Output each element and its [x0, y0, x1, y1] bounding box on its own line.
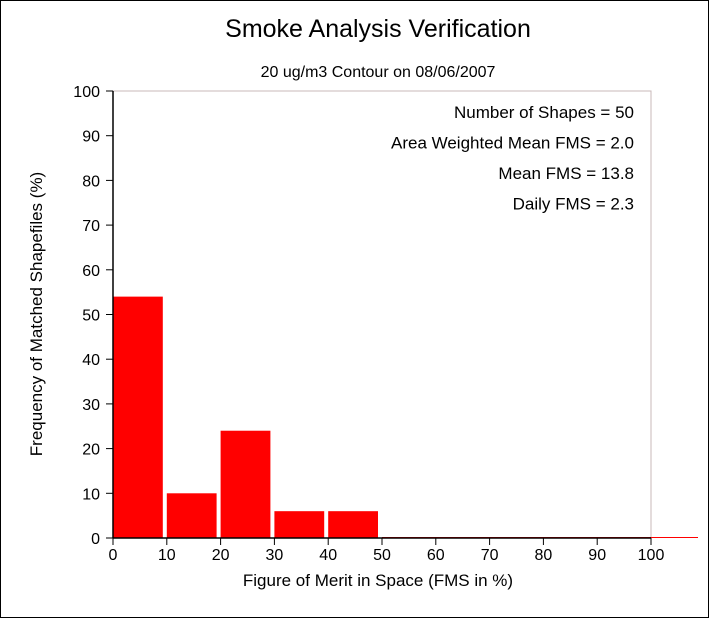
x-tick-label: 40: [319, 547, 337, 564]
chart-subtitle: 20 ug/m3 Contour on 08/06/2007: [261, 64, 496, 81]
y-tick-label: 20: [82, 442, 100, 459]
x-tick-label: 80: [535, 547, 553, 564]
y-tick-label: 10: [82, 486, 100, 503]
histogram-bar: [220, 430, 271, 538]
histogram-bar: [274, 511, 325, 538]
y-tick-label: 90: [82, 129, 100, 146]
annotations-layer: Number of Shapes = 50 Area Weighted Mean …: [391, 103, 634, 214]
x-tick-label: 20: [212, 547, 230, 564]
y-tick-label: 100: [73, 84, 100, 101]
x-tick-label: 10: [158, 547, 176, 564]
axes-layer: 0 10 20 30 40 50 60 70 80 90 100 0 10 20 30 40 50 60 70 80 9…: [73, 84, 664, 564]
y-tick-label: 30: [82, 397, 100, 414]
y-axis-label: Frequency of Matched Shapefiles (%): [27, 172, 46, 456]
stat-annotation: Area Weighted Mean FMS = 2.0: [391, 134, 634, 153]
x-tick-label: 50: [373, 547, 391, 564]
y-tick-label: 40: [82, 352, 100, 369]
x-tick-label: 70: [481, 547, 499, 564]
histogram-bar: [166, 493, 217, 538]
y-tick-label: 0: [91, 531, 100, 548]
x-tick-label: 100: [638, 547, 665, 564]
stat-annotation: Number of Shapes = 50: [454, 103, 634, 122]
x-tick-label: 0: [109, 547, 118, 564]
y-tick-label: 70: [82, 218, 100, 235]
x-axis-label: Figure of Merit in Space (FMS in %): [243, 571, 513, 590]
x-tick-label: 60: [427, 547, 445, 564]
y-tick-label: 60: [82, 263, 100, 280]
chart-title: Smoke Analysis Verification: [225, 15, 531, 43]
stat-annotation: Daily FMS = 2.3: [513, 195, 634, 214]
stat-annotation: Mean FMS = 13.8: [498, 164, 634, 183]
histogram-bar: [328, 511, 378, 538]
histogram-bar: [113, 296, 163, 538]
bars-layer: [113, 296, 698, 538]
y-tick-label: 80: [82, 173, 100, 190]
x-tick-label: 90: [588, 547, 606, 564]
plot-area: [112, 90, 652, 539]
x-tick-label: 30: [266, 547, 284, 564]
y-tick-label: 50: [82, 308, 100, 325]
